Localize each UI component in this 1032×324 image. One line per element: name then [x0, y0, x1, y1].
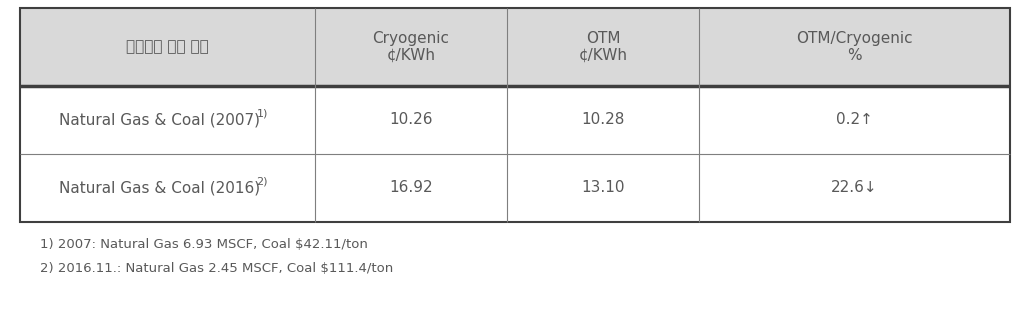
Text: 2): 2) [257, 176, 268, 186]
Bar [20, 8, 1010, 86]
Text: 연료단가 기준 연도: 연료단가 기준 연도 [126, 40, 208, 54]
Text: 16.92: 16.92 [389, 180, 432, 195]
Text: OTM/Cryogenic
%: OTM/Cryogenic % [796, 31, 913, 63]
Text: OTM
¢/KWh: OTM ¢/KWh [579, 31, 627, 63]
Text: Natural Gas & Coal (2016): Natural Gas & Coal (2016) [59, 180, 260, 195]
Bar [20, 86, 1010, 154]
Text: 0.2↑: 0.2↑ [836, 112, 873, 128]
Text: 13.10: 13.10 [581, 180, 624, 195]
Text: 10.28: 10.28 [581, 112, 624, 128]
Text: 1) 2007: Natural Gas 6.93 MSCF, Coal $42.11/ton: 1) 2007: Natural Gas 6.93 MSCF, Coal $42… [40, 237, 367, 250]
Text: 1): 1) [257, 108, 268, 118]
Text: Cryogenic
¢/KWh: Cryogenic ¢/KWh [373, 31, 450, 63]
Text: 10.26: 10.26 [389, 112, 432, 128]
Text: Natural Gas & Coal (2007): Natural Gas & Coal (2007) [59, 112, 260, 128]
Bar [20, 8, 1010, 222]
Text: 2) 2016.11.: Natural Gas 2.45 MSCF, Coal $111.4/ton: 2) 2016.11.: Natural Gas 2.45 MSCF, Coal… [40, 261, 393, 274]
Bar [20, 154, 1010, 222]
Text: 22.6↓: 22.6↓ [831, 180, 878, 195]
